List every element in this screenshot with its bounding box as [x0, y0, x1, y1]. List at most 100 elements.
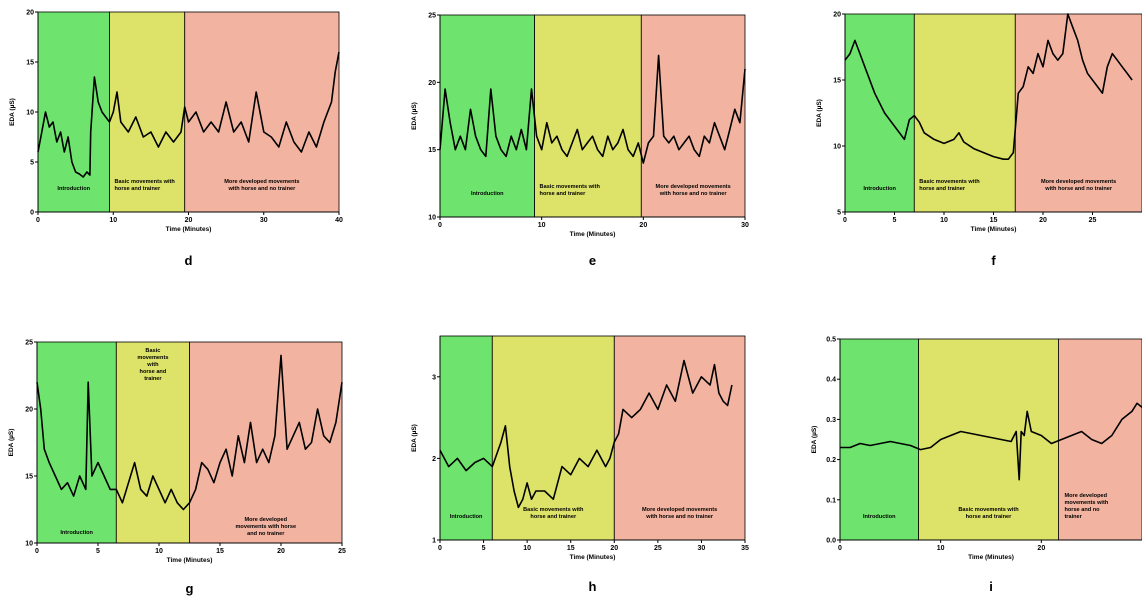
x-axis-title: Time (Minutes)	[971, 226, 1017, 233]
x-tick-label: 0	[35, 548, 39, 555]
eda-trace	[844, 13, 1133, 160]
x-axis-title: Time (Minutes)	[570, 554, 616, 561]
y-tick-label: 15	[833, 78, 841, 85]
phase-label-introduction: Introduction	[450, 514, 483, 520]
y-tick-label: 1	[432, 538, 436, 545]
phase-label-developed: with horse and no trainer	[645, 514, 714, 520]
y-tick-label: 0.4	[826, 377, 836, 384]
x-tick-label: 20	[277, 548, 285, 555]
phase-label-basic: horse and	[140, 369, 167, 375]
x-tick-label: 20	[610, 545, 618, 552]
phase-label-introduction: Introduction	[57, 186, 90, 192]
phase-label-developed: with horse and no trainer	[1044, 186, 1113, 192]
eda-trace	[36, 354, 343, 511]
phase-label-basic: Basic movements with	[540, 184, 601, 190]
phase-developed	[189, 341, 343, 544]
x-tick-label: 15	[990, 217, 998, 224]
phase-label-basic: horse and trainer	[530, 514, 577, 520]
x-tick-label: 20	[185, 217, 193, 224]
x-tick-label: 10	[109, 217, 117, 224]
phase-label-basic: movements	[137, 355, 168, 361]
x-tick-label: 5	[482, 545, 486, 552]
x-tick-label: 25	[1089, 217, 1097, 224]
x-tick-label: 25	[654, 545, 662, 552]
y-axis-title: EDA (µS)	[8, 429, 15, 457]
x-tick-label: 30	[741, 222, 749, 229]
phase-label-basic: horse and trainer	[966, 514, 1013, 520]
y-tick-label: 0.1	[826, 497, 836, 504]
phase-label-developed: More developed movements	[224, 179, 299, 185]
phase-label-developed: More developed	[1064, 493, 1107, 499]
phase-label-developed: trainer	[1064, 514, 1082, 520]
x-tick-label: 15	[216, 548, 224, 555]
phase-label-developed: with horse and no trainer	[227, 186, 296, 192]
eda-trace	[37, 51, 340, 178]
panel-letter: e	[589, 253, 596, 268]
y-tick-label: 10	[833, 144, 841, 151]
phase-label-basic: horse and trainer	[540, 191, 587, 197]
y-tick-label: 5	[30, 160, 34, 167]
y-tick-label: 25	[428, 13, 436, 20]
x-axis-title: Time (Minutes)	[570, 231, 616, 238]
phase-label-developed: with horse and no trainer	[659, 191, 728, 197]
y-tick-label: 15	[26, 60, 34, 67]
x-tick-label: 5	[893, 217, 897, 224]
panel-letter: i	[989, 579, 993, 594]
phase-label-basic: Basic movements with	[958, 507, 1019, 513]
panel-letter: g	[186, 581, 194, 596]
phase-label-basic: horse and trainer	[114, 186, 161, 192]
x-axis-title: Time (Minutes)	[166, 226, 212, 233]
x-tick-label: 0	[438, 545, 442, 552]
phase-label-developed: movements with horse	[235, 524, 296, 530]
x-tick-label: 0	[36, 217, 40, 224]
phase-label-developed: More developed	[244, 517, 287, 523]
phase-label-basic: with	[146, 362, 159, 368]
phase-label-introduction: Introduction	[471, 191, 504, 197]
phase-developed	[613, 335, 746, 541]
x-tick-label: 20	[1039, 217, 1047, 224]
phase-basic	[115, 341, 190, 544]
x-tick-label: 10	[937, 545, 945, 552]
x-tick-label: 10	[155, 548, 163, 555]
y-tick-label: 20	[25, 407, 33, 414]
phase-basic	[109, 11, 186, 213]
y-tick-label: 10	[428, 215, 436, 222]
phase-developed	[184, 11, 340, 213]
phase-label-developed: More developed movements	[1041, 179, 1116, 185]
y-axis-title: EDA (µS)	[811, 426, 818, 454]
x-tick-label: 25	[338, 548, 346, 555]
phase-basic	[491, 335, 615, 541]
phase-developed	[640, 14, 746, 218]
phase-label-basic: trainer	[144, 376, 162, 382]
phase-label-basic: Basic movements with	[523, 507, 584, 513]
phase-label-basic: Basic movements with	[919, 179, 980, 185]
phase-introduction	[439, 335, 493, 541]
x-tick-label: 40	[335, 217, 343, 224]
y-tick-label: 5	[837, 210, 841, 217]
x-tick-label: 35	[741, 545, 749, 552]
y-tick-label: 3	[432, 374, 436, 381]
phase-label-basic: Basic movements with	[114, 179, 175, 185]
x-tick-label: 10	[538, 222, 546, 229]
phase-label-introduction: Introduction	[60, 530, 93, 536]
eda-trace	[840, 402, 1142, 481]
phase-introduction	[839, 338, 919, 541]
x-axis-title: Time (Minutes)	[968, 554, 1014, 561]
phase-label-developed: horse and no	[1064, 507, 1100, 513]
x-tick-label: 0	[843, 217, 847, 224]
eda-trace	[439, 54, 746, 164]
y-tick-label: 10	[26, 110, 34, 117]
phase-introduction	[439, 14, 535, 218]
y-tick-label: 0.3	[826, 417, 836, 424]
y-tick-label: 20	[26, 10, 34, 17]
x-axis-title: Time (Minutes)	[167, 557, 213, 564]
x-tick-label: 20	[639, 222, 647, 229]
y-tick-label: 2	[432, 456, 436, 463]
y-axis-title: EDA (µS)	[411, 102, 418, 130]
eda-trace	[439, 359, 733, 509]
y-tick-label: 15	[428, 147, 436, 154]
